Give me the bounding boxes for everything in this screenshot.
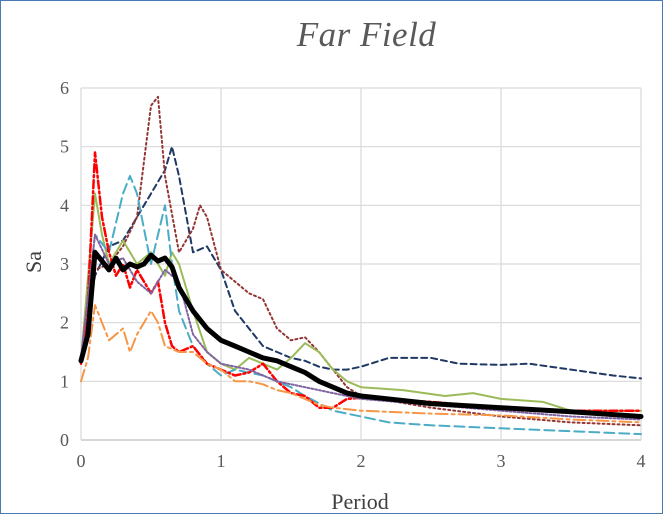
- series-line-1: [78, 249, 644, 419]
- y-tick-label: 0: [60, 430, 69, 450]
- tick-labels: 0 1 2 3 4 5 6 0 1 2 3 4: [60, 78, 646, 471]
- y-tick-label: 2: [60, 313, 69, 333]
- x-axis-label: Period: [331, 489, 388, 514]
- y-tick-label: 5: [60, 137, 69, 157]
- x-tick-label: 3: [497, 451, 506, 471]
- x-tick-label: 1: [217, 451, 226, 471]
- y-axis-label: Sa: [21, 251, 46, 273]
- y-tick-label: 1: [60, 371, 69, 391]
- series-line-7: [80, 304, 642, 424]
- x-tick-label: 2: [357, 451, 366, 471]
- y-tick-label: 4: [60, 195, 69, 215]
- grid: [80, 87, 642, 441]
- series-line-5: [80, 175, 642, 436]
- x-tick-label: 0: [77, 451, 86, 471]
- series-line-2: [80, 145, 642, 380]
- y-tick-label: 3: [60, 254, 69, 274]
- chart-title: Far Field: [296, 15, 437, 54]
- x-tick-label: 4: [637, 451, 646, 471]
- series-line-6: [79, 151, 643, 412]
- series-line-4: [80, 192, 642, 412]
- y-tick-label: 6: [60, 78, 69, 98]
- series-group: [78, 95, 644, 436]
